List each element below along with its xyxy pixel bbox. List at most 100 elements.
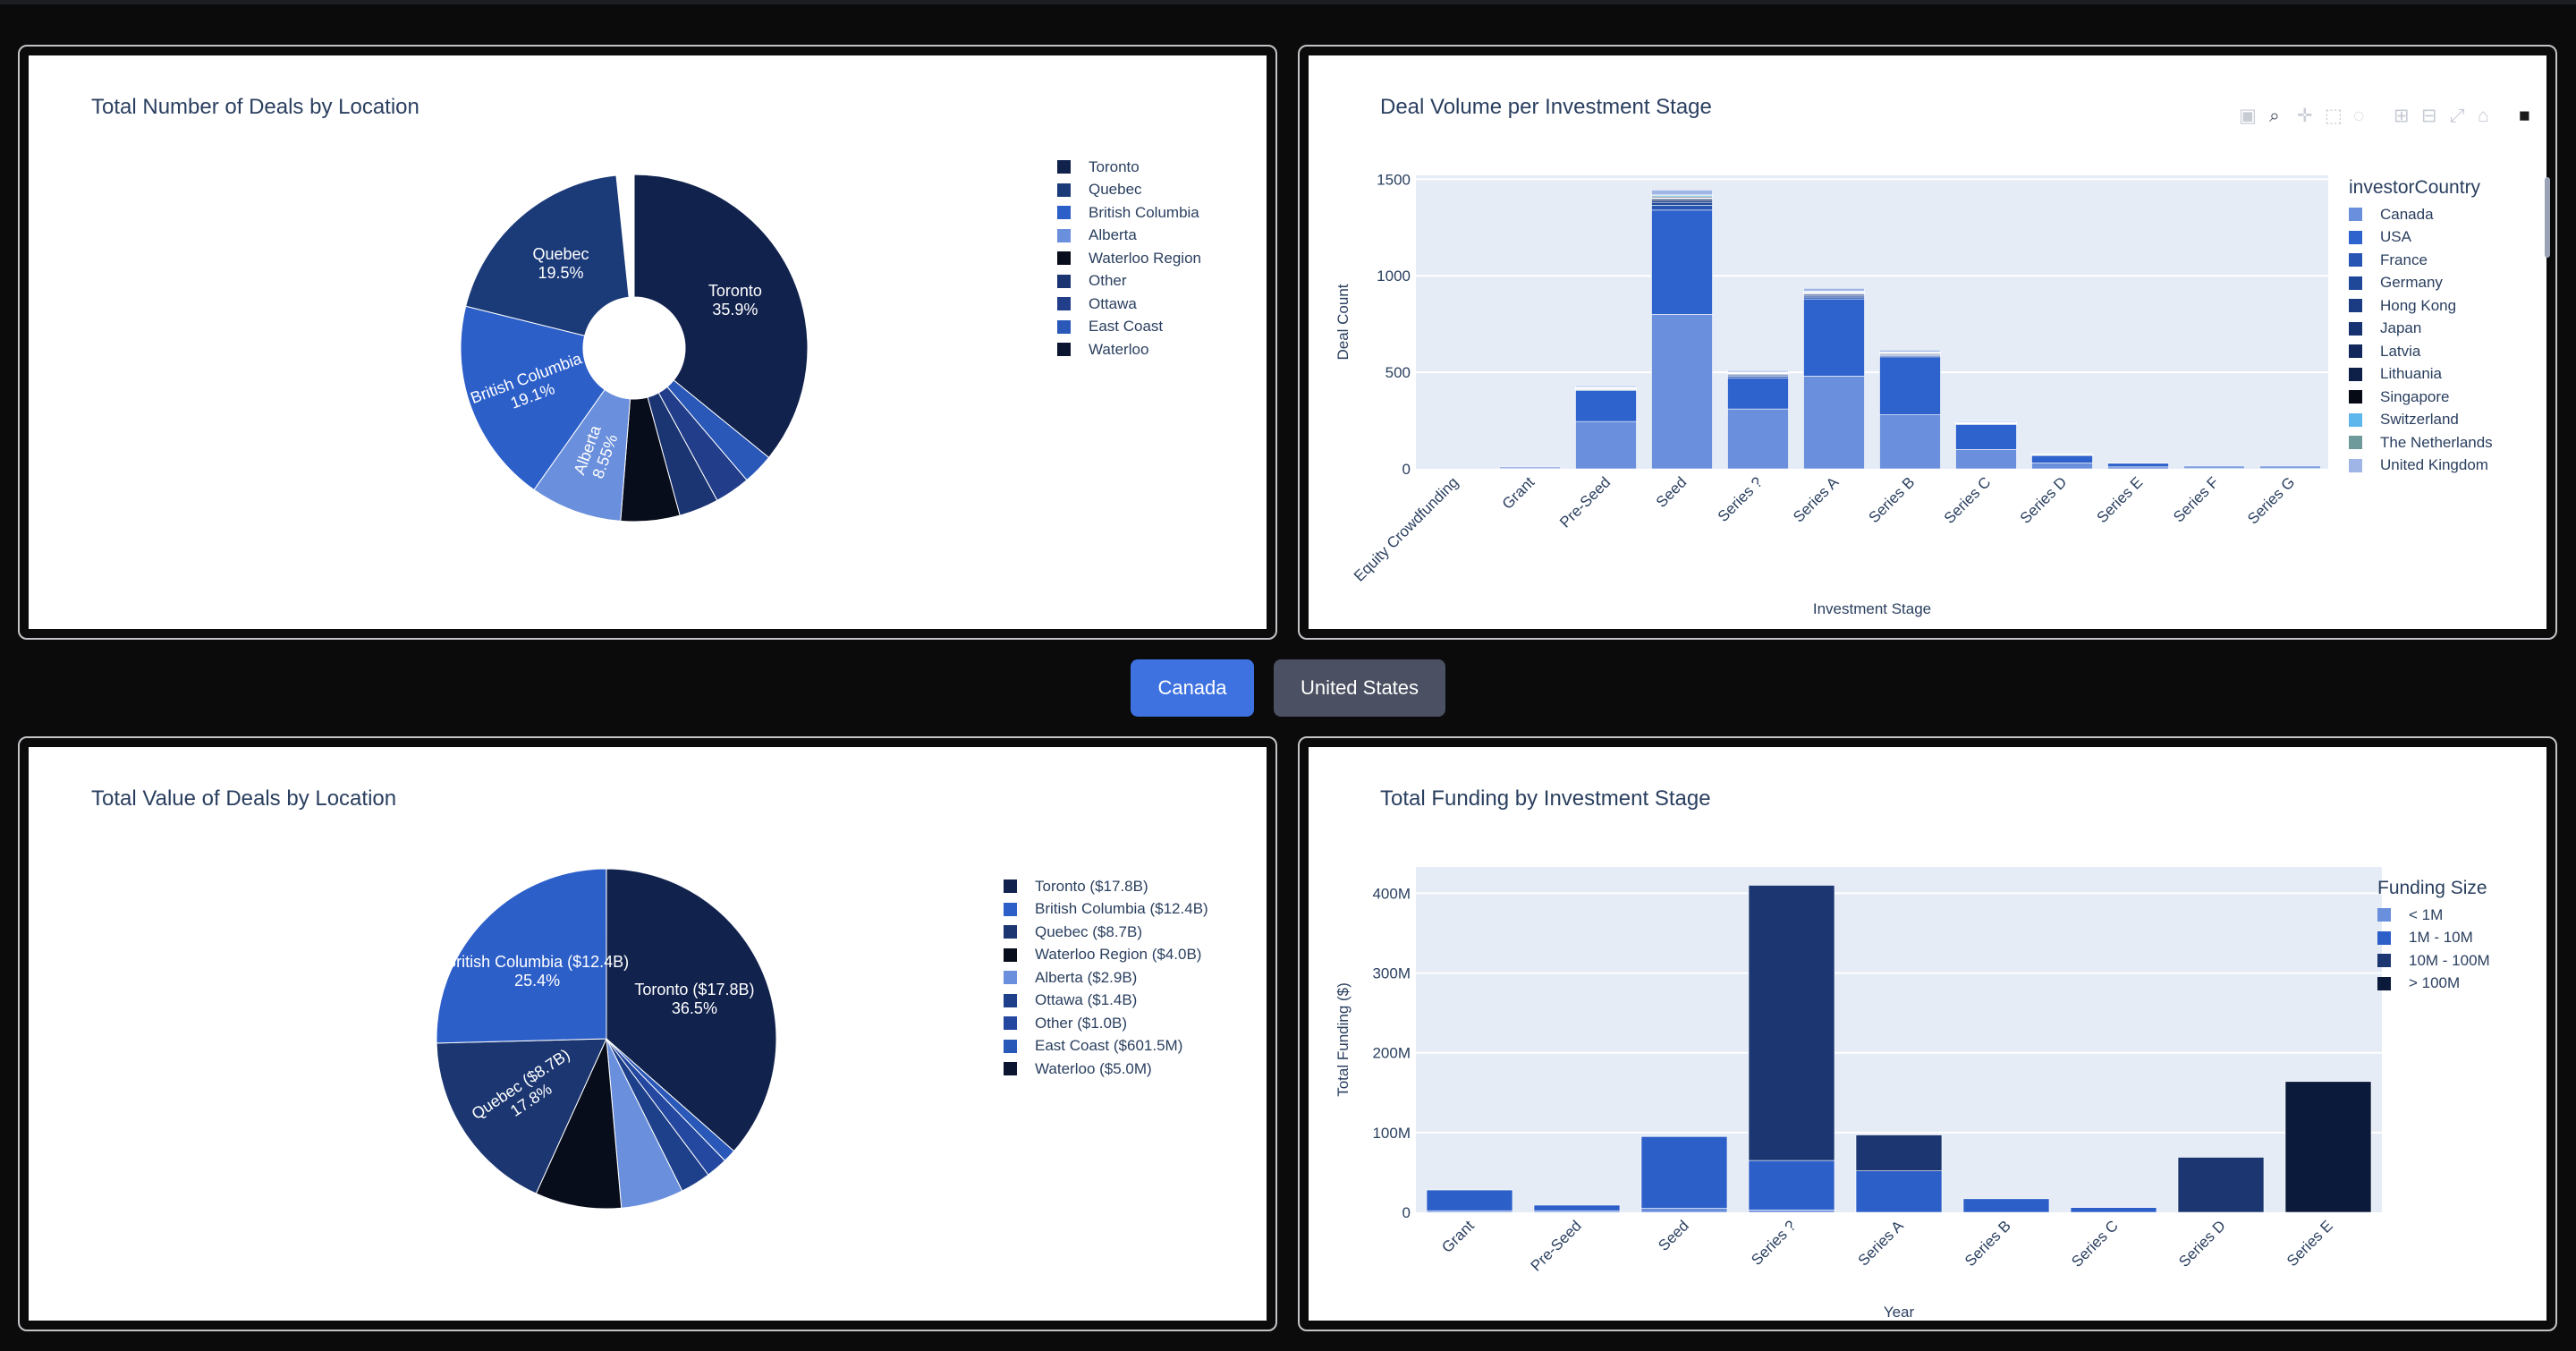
- plotly-logo-icon[interactable]: ■: [2519, 106, 2530, 126]
- bar-seed-hong-kong[interactable]: [1651, 200, 1713, 203]
- legend-item-ottawa-1-4b[interactable]: Ottawa ($1.4B): [1004, 990, 1208, 1013]
- bar-series-usa[interactable]: [1727, 378, 1789, 410]
- bar-seed-usa[interactable]: [1651, 209, 1713, 315]
- legend-item-waterloo-region[interactable]: Waterloo Region: [1057, 247, 1201, 270]
- bar-seed-1m[interactable]: [1640, 1208, 1728, 1213]
- deal-volume-bar-chart[interactable]: 0 500 1000 1500 Equity Crowdfunding Grant Pre-…: [1309, 55, 2548, 631]
- bar-pre-seed-1m-10m[interactable]: [1533, 1204, 1621, 1211]
- legend-item-other[interactable]: Other: [1057, 270, 1201, 293]
- bar-series-e-canada[interactable]: [2107, 466, 2169, 470]
- canada-button[interactable]: Canada: [1131, 659, 1254, 717]
- value-by-location-pie[interactable]: Toronto ($17.8B)36.5%Quebec ($8.7B)17.8%…: [29, 747, 1268, 1322]
- autoscale-icon[interactable]: ⤢: [2450, 106, 2465, 126]
- camera-icon[interactable]: ▣: [2239, 106, 2257, 126]
- legend-item-other-1-0b[interactable]: Other ($1.0B): [1004, 1012, 1208, 1035]
- deals-by-location-legend[interactable]: Toronto Quebec British Columbia Alberta Wate…: [1057, 156, 1201, 361]
- bar-series-e-usa[interactable]: [2107, 463, 2169, 468]
- pie-slice-toronto[interactable]: [633, 174, 809, 459]
- bar-series-c-1m-10m[interactable]: [2070, 1207, 2157, 1213]
- bar-seed-united-kingdom[interactable]: [1651, 190, 1713, 196]
- bar-series-a-united-kingdom[interactable]: [1803, 287, 1865, 292]
- legend-item-singapore[interactable]: Singapore: [2349, 386, 2493, 409]
- bar-grant-usa[interactable]: [1499, 466, 1561, 469]
- bar-series-d-usa[interactable]: [2031, 455, 2093, 463]
- reset-axes-icon[interactable]: ⌂: [2478, 106, 2489, 126]
- legend-item-1m-10m[interactable]: 1M - 10M: [2377, 927, 2490, 950]
- bar-series-a-1m-10m[interactable]: [1855, 1170, 1943, 1213]
- bar-pre-seed-united-kingdom[interactable]: [1575, 385, 1637, 388]
- legend-item-lithuania[interactable]: Lithuania: [2349, 363, 2493, 387]
- legend-item-canada[interactable]: Canada: [2349, 203, 2493, 226]
- legend-item-east-coast[interactable]: East Coast: [1057, 316, 1201, 339]
- legend-item-east-coast-601-5m[interactable]: East Coast ($601.5M): [1004, 1035, 1208, 1058]
- legend-item-the-netherlands[interactable]: The Netherlands: [2349, 431, 2493, 455]
- value-by-location-legend[interactable]: Toronto ($17.8B) British Columbia ($12.4B…: [1004, 875, 1208, 1081]
- bar-series-a-10m-100m[interactable]: [1855, 1134, 1943, 1171]
- bar-seed-france[interactable]: [1651, 205, 1713, 211]
- legend-item-waterloo-region-4-0b[interactable]: Waterloo Region ($4.0B): [1004, 944, 1208, 967]
- bar-series-f-usa[interactable]: [2183, 465, 2245, 469]
- bar-series-b-1m-10m[interactable]: [1962, 1198, 2050, 1213]
- bar-series-canada[interactable]: [1727, 408, 1789, 470]
- legend-item-waterloo-5-0m[interactable]: Waterloo ($5.0M): [1004, 1058, 1208, 1081]
- bar-series-1m[interactable]: [1748, 1210, 1835, 1213]
- pan-icon[interactable]: ✛: [2297, 106, 2313, 126]
- legend-item-1m[interactable]: < 1M: [2377, 904, 2490, 927]
- pie-slice-quebec-8-7b[interactable]: [436, 1038, 607, 1194]
- bar-series-d-canada[interactable]: [2031, 463, 2093, 470]
- legend-item-100m[interactable]: > 100M: [2377, 973, 2490, 996]
- bar-seed-1m-10m[interactable]: [1640, 1136, 1728, 1209]
- bar-series-a-canada[interactable]: [1803, 376, 1865, 470]
- box-select-icon[interactable]: ⬚: [2325, 106, 2343, 126]
- bar-series-e-100m[interactable]: [2284, 1081, 2372, 1213]
- bar-series-g-usa[interactable]: [2259, 465, 2321, 469]
- legend-item-quebec-8-7b[interactable]: Quebec ($8.7B): [1004, 921, 1208, 944]
- bar-series-a-usa[interactable]: [1803, 298, 1865, 377]
- bar-seed-canada[interactable]: [1651, 314, 1713, 470]
- bar-series-c-united-kingdom[interactable]: [1955, 421, 2017, 423]
- legend-item-switzerland[interactable]: Switzerland: [2349, 409, 2493, 432]
- legend-item-japan[interactable]: Japan: [2349, 318, 2493, 341]
- legend-item-toronto-17-8b[interactable]: Toronto ($17.8B): [1004, 875, 1208, 898]
- legend-item-alberta[interactable]: Alberta: [1057, 225, 1201, 248]
- funding-size-legend[interactable]: Funding Size < 1M 1M - 10M 10M - 100M > 100M: [2377, 878, 2490, 995]
- legend-item-france[interactable]: France: [2349, 249, 2493, 272]
- bar-series-b-usa[interactable]: [1879, 356, 1941, 415]
- investor-country-legend[interactable]: investorCountry Canada USA France Germany Hon…: [2349, 177, 2493, 485]
- bar-series-10m-100m[interactable]: [1748, 885, 1835, 1161]
- legend-item-ottawa[interactable]: Ottawa: [1057, 293, 1201, 316]
- bar-seed-germany[interactable]: [1651, 201, 1713, 206]
- bar-series-c-canada[interactable]: [1955, 449, 2017, 470]
- legend-item-germany[interactable]: Germany: [2349, 272, 2493, 295]
- bar-pre-seed-usa[interactable]: [1575, 390, 1637, 422]
- funding-bar-chart[interactable]: 0 100M 200M 300M 400M Grant Pre-Seed Seed Series…: [1309, 747, 2548, 1322]
- pie-slice-toronto-17-8b[interactable]: [606, 868, 777, 1152]
- legend-item-british-columbia[interactable]: British Columbia: [1057, 201, 1201, 225]
- pie-slice-waterloo-region-4-0b[interactable]: [535, 1037, 623, 1210]
- legend-item-alberta-2-9b[interactable]: Alberta ($2.9B): [1004, 966, 1208, 990]
- zoom-out-icon[interactable]: ⊟: [2421, 106, 2437, 126]
- lasso-select-icon[interactable]: ◌: [2353, 106, 2365, 126]
- bar-grant-1m-10m[interactable]: [1426, 1189, 1513, 1211]
- bar-series-1m-10m[interactable]: [1748, 1160, 1835, 1211]
- legend-item-10m-100m[interactable]: 10M - 100M: [2377, 949, 2490, 973]
- legend-item-waterloo[interactable]: Waterloo: [1057, 338, 1201, 361]
- bar-series-d-10m-100m[interactable]: [2177, 1157, 2265, 1213]
- legend-item-hong-kong[interactable]: Hong Kong: [2349, 294, 2493, 318]
- pie-slice-quebec[interactable]: [465, 174, 630, 336]
- united-states-button[interactable]: United States: [1274, 659, 1445, 717]
- bar-series-c-usa[interactable]: [1955, 424, 2017, 450]
- bar-series-a-france[interactable]: [1803, 296, 1865, 300]
- zoom-in-icon[interactable]: ⊞: [2394, 106, 2410, 126]
- legend-item-british-columbia-12-4b[interactable]: British Columbia ($12.4B): [1004, 898, 1208, 922]
- pie-slice-british-columbia-12-4b[interactable]: [436, 868, 607, 1044]
- legend-item-united-kingdom[interactable]: United Kingdom: [2349, 455, 2493, 478]
- zoom-icon[interactable]: ⌕: [2269, 106, 2280, 126]
- legend-scrollbar[interactable]: [2545, 177, 2550, 258]
- bar-series-b-canada[interactable]: [1879, 414, 1941, 470]
- bar-series-france[interactable]: [1727, 376, 1789, 378]
- legend-item-toronto[interactable]: Toronto: [1057, 156, 1201, 179]
- bar-series-b-united-kingdom[interactable]: [1879, 349, 1941, 353]
- bar-series-united-kingdom[interactable]: [1727, 370, 1789, 373]
